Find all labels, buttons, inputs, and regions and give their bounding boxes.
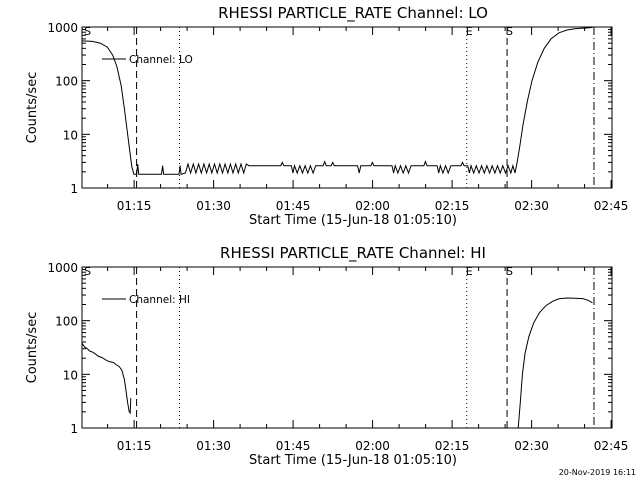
legend-label: Channel: LO [129,54,193,66]
x-tick-label: 01:15 [117,439,152,453]
chart-panel-lo: RHESSI PARTICLE_RATE Channel: LO 1 10 100 10… [25,4,628,228]
x-tick-label: 02:00 [355,439,390,453]
x-tick-label: 01:30 [196,199,231,213]
y-tick-label: 1000 [47,261,78,275]
x-tick-label: 02:30 [514,199,549,213]
y-axis-label: Counts/sec [25,72,40,144]
event-marker-label: S [84,25,91,38]
x-tick-label: 02:30 [514,439,549,453]
event-marker-label: E [466,25,473,38]
y-tick-label: 100 [55,75,78,89]
chart-title: RHESSI PARTICLE_RATE Channel: LO [218,4,488,23]
chart-title: RHESSI PARTICLE_RATE Channel: HI [220,244,486,263]
y-axis-label: Counts/sec [25,312,40,384]
event-marker-label: S [84,265,91,278]
y-tick-label: 1 [70,182,78,196]
event-marker-label: E [466,265,473,278]
x-tick-label: 01:15 [117,199,152,213]
x-tick-label: 02:00 [355,199,390,213]
x-tick-label: 01:45 [276,439,311,453]
x-tick-label: 02:45 [594,439,629,453]
x-tick-label: 02:15 [435,199,470,213]
x-tick-label: 02:45 [594,199,629,213]
event-marker-label: S [506,265,513,278]
plot-frame [81,266,613,429]
y-tick-label: 1 [70,422,78,436]
footer-timestamp: 20-Nov-2019 16:11 [559,468,636,477]
chart-panel-hi: RHESSI PARTICLE_RATE Channel: HI 1 10 100 10… [25,244,628,468]
y-tick-label: 10 [63,368,78,382]
x-tick-label: 01:30 [196,439,231,453]
x-axis-label: Start Time (15-Jun-18 01:05:10) [249,213,457,228]
event-marker-label: S [506,25,513,38]
y-tick-label: 10 [63,128,78,142]
plot-frame [81,26,613,189]
series-line [81,27,593,175]
x-tick-label: 02:15 [435,439,470,453]
x-axis-label: Start Time (15-Jun-18 01:05:10) [249,453,457,468]
series-line [517,297,593,429]
x-tick-label: 01:45 [276,199,311,213]
y-tick-label: 1000 [47,21,78,35]
legend-label: Channel: HI [129,294,190,306]
series-line [81,342,132,415]
y-tick-label: 100 [55,315,78,329]
